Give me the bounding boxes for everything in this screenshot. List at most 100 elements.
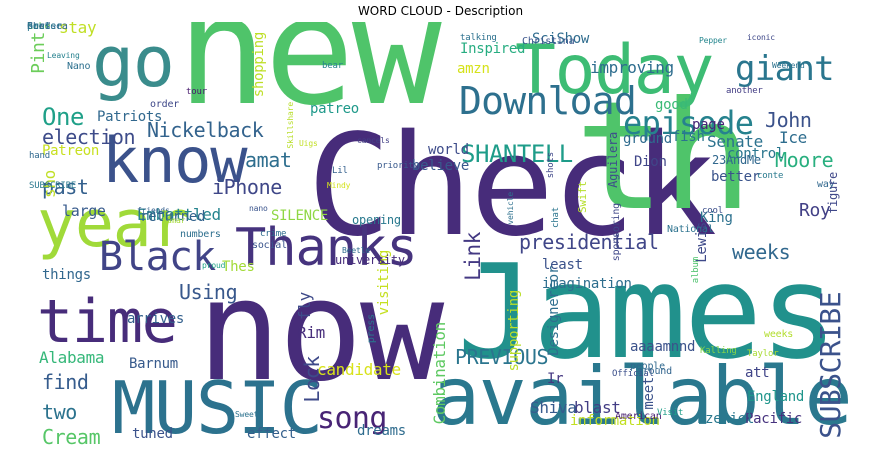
word-86: meet bbox=[641, 377, 657, 410]
word-126: Leaving bbox=[47, 51, 80, 60]
word-95: order bbox=[150, 99, 180, 110]
word-111: American bbox=[615, 411, 662, 422]
word-51: improving bbox=[590, 58, 674, 77]
word-122: SUBSCRIBE bbox=[29, 181, 77, 191]
word-55: page bbox=[692, 117, 725, 133]
word-134: nano bbox=[249, 204, 268, 213]
word-69: England bbox=[747, 389, 805, 405]
word-71: Ezekiel bbox=[697, 411, 755, 427]
word-93: patreo bbox=[310, 101, 359, 117]
word-13: Thanks bbox=[235, 218, 418, 278]
word-64: King bbox=[700, 210, 733, 226]
word-26: John bbox=[765, 108, 812, 132]
word-138: friends bbox=[137, 206, 170, 215]
word-139: bear bbox=[322, 61, 343, 71]
word-149: prefer bbox=[27, 22, 62, 32]
word-72: blast bbox=[574, 398, 621, 417]
word-101: people bbox=[630, 361, 665, 372]
word-16: episode bbox=[623, 104, 754, 142]
word-23: One bbox=[42, 103, 84, 131]
word-106: Swift bbox=[576, 181, 589, 214]
word-6: available bbox=[432, 350, 853, 443]
word-11: year bbox=[37, 187, 190, 262]
word-142: Weekend bbox=[772, 61, 805, 70]
word-102: social bbox=[252, 240, 287, 251]
word-137: Lamar bbox=[162, 216, 186, 225]
word-107: numbers bbox=[180, 229, 221, 240]
word-8: Today bbox=[515, 31, 714, 110]
word-78: Barnum bbox=[129, 356, 178, 372]
word-135: Uigs bbox=[299, 139, 318, 148]
word-76: effect bbox=[247, 426, 296, 442]
word-151: sent bbox=[27, 22, 51, 32]
word-127: shots bbox=[546, 152, 556, 179]
word-9: know bbox=[102, 124, 248, 197]
word-77: tuned bbox=[132, 426, 173, 442]
word-115: conte bbox=[757, 171, 784, 181]
word-118: Visit bbox=[657, 408, 684, 418]
word-123: Taylor bbox=[747, 349, 779, 359]
word-63: better bbox=[711, 169, 760, 185]
word-60: believe bbox=[412, 158, 470, 174]
word-43: Pint bbox=[28, 32, 49, 74]
word-34: Using bbox=[179, 280, 238, 304]
word-128: crime bbox=[260, 229, 287, 239]
word-22: presidential bbox=[519, 230, 659, 254]
word-146: Chelsea bbox=[27, 22, 68, 32]
word-14: Black bbox=[99, 234, 216, 280]
word-74: information bbox=[570, 413, 660, 429]
word-29: two bbox=[42, 400, 77, 424]
word-125: Lil bbox=[332, 166, 348, 176]
word-61: world bbox=[428, 142, 469, 158]
word-70: Pacific bbox=[745, 411, 803, 427]
word-109: Official bbox=[612, 369, 654, 379]
word-45: Patreon bbox=[42, 143, 100, 159]
word-147: hard bbox=[27, 22, 51, 32]
word-39: candidate bbox=[317, 360, 401, 379]
word-110: around bbox=[637, 366, 672, 377]
word-145: cancels bbox=[357, 136, 390, 145]
word-113: press bbox=[366, 314, 377, 344]
word-30: find bbox=[42, 370, 89, 394]
word-57: control bbox=[727, 146, 785, 162]
word-92: stay bbox=[59, 22, 97, 37]
word-54: Dion bbox=[634, 154, 667, 170]
word-150: Boss bbox=[27, 22, 51, 32]
word-68: aaaamnnd bbox=[630, 339, 696, 355]
word-148: Lobe bbox=[27, 22, 51, 32]
word-25: Link bbox=[461, 232, 485, 281]
word-53: SciShow bbox=[532, 31, 590, 47]
word-36: past bbox=[42, 175, 89, 199]
word-1: new bbox=[177, 22, 442, 139]
word-130: Beetle bbox=[342, 246, 370, 255]
word-44: Patriots bbox=[97, 109, 163, 125]
word-4: now bbox=[197, 250, 444, 413]
word-144: iconic bbox=[747, 33, 775, 42]
word-59: SILENCE bbox=[271, 208, 329, 224]
word-91: fish bbox=[672, 129, 705, 145]
word-40: Moore bbox=[775, 148, 834, 172]
word-73: Shiva bbox=[530, 398, 577, 417]
word-12: time bbox=[37, 287, 178, 357]
word-88: Designercor bbox=[546, 266, 562, 356]
word-67: imagination bbox=[542, 276, 632, 292]
word-47: large bbox=[62, 202, 106, 220]
word-cloud: new Check James now th available MUSIC Today kno… bbox=[27, 22, 856, 451]
word-50: amzn bbox=[457, 61, 490, 77]
chart-title: WORD CLOUD - Description bbox=[357, 4, 524, 18]
word-100: Kalling bbox=[700, 346, 737, 356]
word-7: MUSIC bbox=[112, 366, 323, 450]
word-49: Ice bbox=[779, 128, 807, 147]
word-19: SUBSCRIBE bbox=[814, 292, 847, 439]
word-131: Sweet bbox=[235, 410, 259, 419]
word-85: Thes bbox=[222, 259, 255, 275]
word-66: least bbox=[542, 257, 583, 273]
word-17: giant bbox=[735, 49, 835, 89]
word-103: university bbox=[335, 253, 405, 267]
word-35: amat bbox=[245, 148, 292, 172]
word-87: att bbox=[745, 365, 770, 381]
word-117: Nano bbox=[67, 61, 91, 72]
word-143: priority bbox=[377, 161, 419, 171]
word-38: Alabama bbox=[39, 348, 105, 367]
word-62: 23AndMe bbox=[712, 153, 761, 167]
